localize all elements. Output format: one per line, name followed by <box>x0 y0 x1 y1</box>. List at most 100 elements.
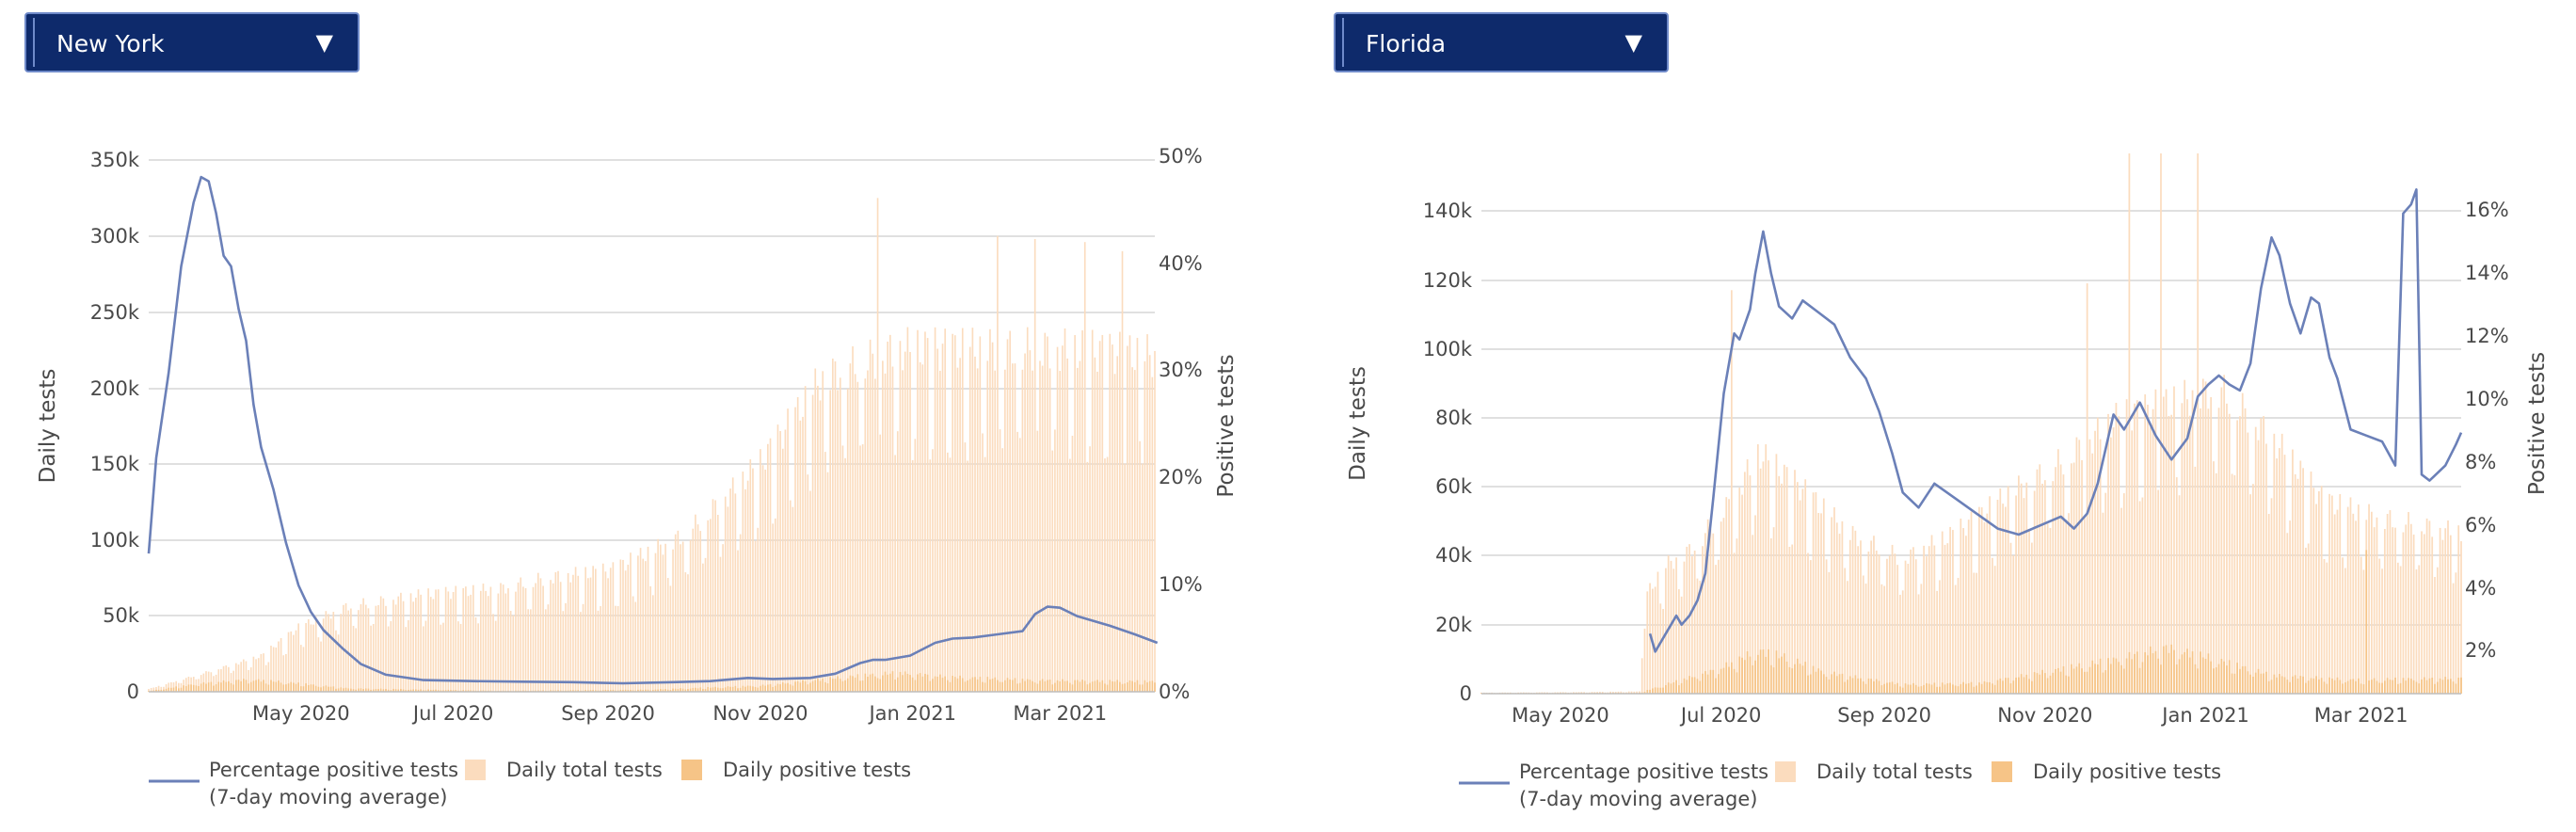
daily-positive-bar <box>1649 689 1651 694</box>
daily-total-bar <box>1992 557 1993 694</box>
daily-positive-bar <box>2408 678 2409 694</box>
daily-total-bar <box>592 566 594 692</box>
daily-total-bar <box>2394 527 2396 694</box>
daily-total-bar <box>814 368 817 692</box>
y2-tick-label: 8% <box>2465 451 2496 473</box>
daily-total-bar <box>1910 549 1912 694</box>
daily-total-bar <box>1693 550 1696 694</box>
daily-total-bar <box>2099 439 2102 694</box>
daily-total-bar <box>964 442 967 692</box>
daily-positive-bar <box>332 686 335 692</box>
daily-positive-bar <box>222 680 225 692</box>
daily-total-bar <box>1048 368 1051 692</box>
daily-total-bar <box>2055 467 2056 694</box>
daily-positive-bar <box>779 684 781 692</box>
daily-positive-bar <box>787 682 789 692</box>
daily-positive-bar <box>2302 676 2304 694</box>
daily-total-bar <box>387 626 390 692</box>
daily-positive-bar <box>2428 678 2431 694</box>
daily-positive-bar <box>767 684 769 692</box>
daily-total-bar <box>422 626 424 692</box>
daily-total-bar <box>2346 506 2349 694</box>
daily-positive-bar <box>914 680 917 692</box>
daily-total-bar <box>804 386 807 692</box>
daily-total-bar <box>926 338 929 692</box>
daily-positive-bar <box>1154 682 1156 692</box>
daily-total-bar <box>594 568 597 692</box>
daily-total-bar <box>1662 609 1664 694</box>
daily-total-bar <box>1939 580 1941 694</box>
daily-total-bar <box>1039 360 1041 692</box>
daily-total-bar <box>485 590 487 692</box>
daily-total-bar <box>1715 565 1717 694</box>
daily-total-bar <box>2091 453 2094 694</box>
daily-positive-bar <box>1785 661 1788 694</box>
daily-positive-bar <box>2444 677 2447 694</box>
daily-total-bar <box>2131 430 2134 694</box>
daily-total-bar <box>1630 691 1633 694</box>
daily-total-bar <box>1109 333 1112 692</box>
daily-total-bar <box>887 341 888 692</box>
daily-positive-bar <box>1039 680 1041 692</box>
daily-positive-bar <box>2128 651 2131 694</box>
daily-positive-bar <box>293 682 295 692</box>
daily-positive-bar <box>424 690 427 692</box>
daily-total-bar <box>896 431 899 692</box>
daily-positive-bar <box>622 690 624 692</box>
legend-total-swatch <box>465 760 486 780</box>
daily-total-bar <box>152 687 155 692</box>
daily-total-bar <box>1071 435 1074 692</box>
daily-total-bar <box>517 582 520 692</box>
daily-total-bar <box>2357 504 2360 694</box>
daily-total-bar <box>952 333 953 692</box>
daily-positive-bar <box>757 687 760 692</box>
state-selector-dropdown[interactable]: Florida ▼ <box>1334 12 1669 72</box>
daily-total-bar <box>1627 691 1630 694</box>
daily-positive-bar <box>677 688 680 692</box>
daily-total-bar <box>876 198 879 692</box>
daily-total-bar <box>1944 544 1946 694</box>
daily-total-bar <box>1609 691 1611 694</box>
daily-positive-bar <box>817 679 819 692</box>
daily-total-bar <box>781 448 784 692</box>
daily-total-bar <box>914 439 917 692</box>
daily-total-bar <box>509 611 512 692</box>
daily-positive-bar <box>2292 676 2294 694</box>
daily-total-bar <box>2409 523 2412 694</box>
daily-positive-bar <box>968 679 971 692</box>
daily-positive-bar <box>2012 680 2015 694</box>
state-selector-dropdown[interactable]: New York ▼ <box>24 12 360 72</box>
daily-total-bar <box>1141 463 1144 692</box>
daily-positive-bar <box>320 687 322 692</box>
daily-positive-bar <box>392 688 394 692</box>
daily-total-bar <box>2194 466 2197 694</box>
daily-positive-bar <box>1965 683 1967 694</box>
daily-total-bar <box>1623 692 1624 694</box>
daily-total-bar <box>1788 546 1791 694</box>
daily-total-bar <box>1659 603 1662 694</box>
x-tick-label: Jul 2020 <box>1679 704 1761 727</box>
daily-total-bar <box>749 459 752 692</box>
daily-total-bar <box>869 339 872 692</box>
daily-total-bar <box>1949 526 1951 694</box>
daily-total-bar <box>2188 415 2191 694</box>
daily-positive-bar <box>317 686 320 692</box>
daily-total-bar <box>1743 472 1746 694</box>
daily-total-bar <box>1683 561 1686 694</box>
daily-positive-bar <box>1094 680 1096 692</box>
daily-total-bar <box>302 647 305 692</box>
daily-positive-bar <box>2075 666 2078 694</box>
daily-total-bar <box>332 612 335 692</box>
x-tick-label: May 2020 <box>252 702 350 725</box>
daily-total-bar <box>1656 571 1659 694</box>
daily-positive-bar <box>2280 676 2283 694</box>
legend-line-sublabel: (7-day moving average) <box>209 786 447 808</box>
daily-total-bar <box>2267 514 2270 694</box>
daily-positive-bar <box>1056 680 1059 692</box>
y2-tick-label: 10% <box>2465 388 2509 410</box>
daily-total-bar <box>649 585 651 692</box>
daily-total-bar <box>455 585 457 692</box>
y-tick-label: 200k <box>90 377 140 400</box>
daily-positive-bar <box>789 684 792 692</box>
daily-positive-bar <box>1946 682 1949 694</box>
